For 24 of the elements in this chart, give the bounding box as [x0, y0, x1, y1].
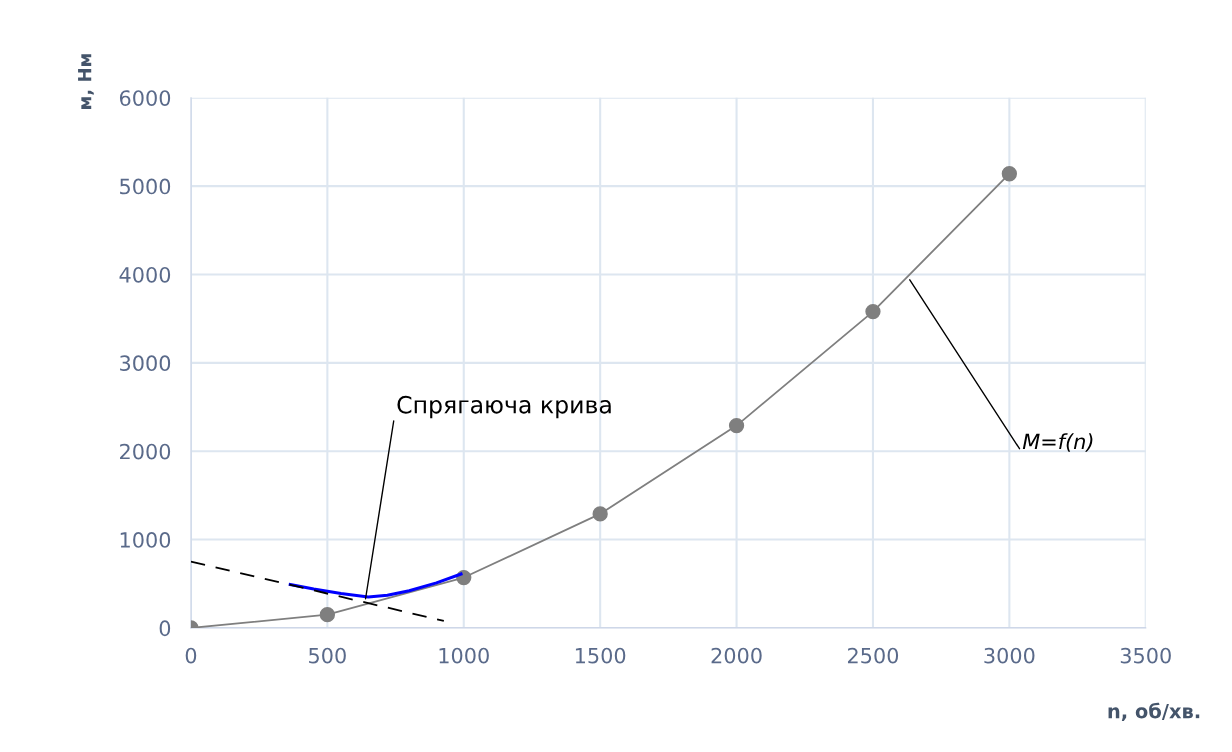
- x-axis-title: n, об/хв.: [1108, 702, 1200, 721]
- point: [319, 607, 335, 623]
- y-tick-label: 1000: [120, 532, 171, 548]
- y-tick-label: 3000: [120, 355, 171, 372]
- y-tick-label: 5000: [120, 178, 171, 195]
- point: [865, 303, 881, 320]
- point: [728, 417, 745, 434]
- y-tick-label: 2000: [120, 443, 171, 460]
- x-tick-label: 0: [185, 647, 197, 664]
- x-tick-label: 2500: [847, 647, 899, 664]
- x-tick-label: 1000: [439, 647, 489, 664]
- x-tick-label: 2000: [711, 647, 762, 664]
- x-tick-label: 3000: [984, 647, 1035, 664]
- x-tick-label: 1500: [575, 647, 626, 664]
- y-tick-label: 0: [159, 620, 171, 637]
- annotation: Спрягаюча крива: [397, 395, 611, 419]
- y-tick-label: 6000: [119, 90, 171, 106]
- x-tick-label: 3500: [1120, 647, 1171, 664]
- annotation: M=f(n): [1022, 433, 1093, 452]
- x-tick-label: 500: [309, 647, 346, 664]
- point: [592, 506, 608, 522]
- y-tick-label: 4000: [119, 266, 171, 283]
- y-axis-title: м, Нм: [78, 54, 94, 109]
- point: [1001, 166, 1017, 182]
